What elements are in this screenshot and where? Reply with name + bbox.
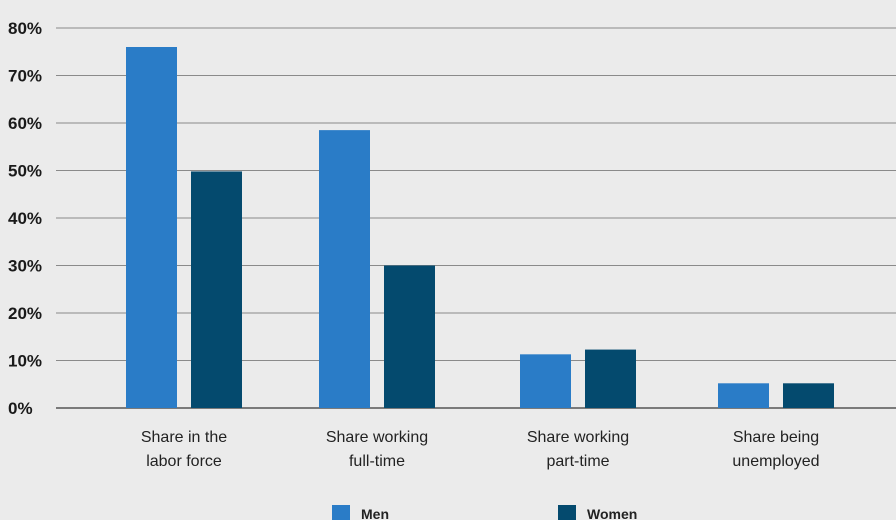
y-tick-label: 0% (8, 399, 33, 418)
legend-label-women: Women (587, 506, 637, 520)
bars (126, 47, 834, 408)
bar-men (126, 47, 177, 408)
y-axis-tick-labels: 0% 10% 20% 30% 40% 50% 60% 70% 80% (8, 19, 42, 418)
bar-women (783, 383, 834, 408)
bar-men (718, 383, 769, 408)
x-category-label: Share working (527, 429, 629, 446)
bar-women (585, 349, 636, 408)
legend: Men Women (332, 505, 637, 520)
legend-swatch-women (558, 505, 576, 520)
y-tick-label: 40% (8, 209, 42, 228)
x-category-label: full-time (349, 453, 405, 470)
x-category-label: Share being (733, 429, 819, 446)
bar-men (319, 130, 370, 408)
y-tick-label: 70% (8, 67, 42, 86)
bar-men (520, 354, 571, 408)
legend-swatch-men (332, 505, 350, 520)
y-tick-label: 30% (8, 257, 42, 276)
y-tick-label: 10% (8, 352, 42, 371)
gridlines (56, 27, 896, 409)
y-tick-label: 20% (8, 304, 42, 323)
x-category-label: unemployed (732, 453, 819, 470)
bar-women (384, 265, 435, 408)
x-category-label: part-time (546, 453, 609, 470)
x-category-label: Share in the (141, 429, 227, 446)
y-tick-label: 50% (8, 162, 42, 181)
x-category-label: labor force (146, 453, 222, 470)
legend-label-men: Men (361, 506, 389, 520)
y-tick-label: 80% (8, 19, 42, 38)
x-axis-category-labels: Share in the labor force Share working full… (141, 429, 820, 470)
x-category-label: Share working (326, 429, 428, 446)
bar-women (191, 171, 242, 408)
y-tick-label: 60% (8, 114, 42, 133)
